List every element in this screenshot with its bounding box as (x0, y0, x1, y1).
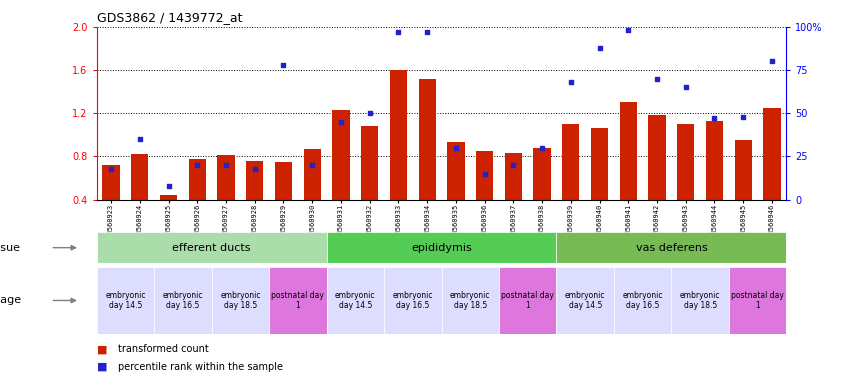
Text: embryonic
day 14.5: embryonic day 14.5 (335, 291, 376, 310)
Bar (246, 161, 263, 200)
Text: embryonic
day 18.5: embryonic day 18.5 (680, 291, 721, 310)
Point (334, 119, 347, 125)
Bar (361, 126, 378, 200)
Point (708, 115, 722, 121)
Text: embryonic
day 18.5: embryonic day 18.5 (220, 291, 261, 310)
Bar (677, 124, 695, 200)
Text: postnatal day
1: postnatal day 1 (731, 291, 784, 310)
Bar (734, 140, 752, 200)
Text: postnatal day
1: postnatal day 1 (272, 291, 325, 310)
Point (478, 170, 491, 177)
Text: percentile rank within the sample: percentile rank within the sample (118, 362, 283, 372)
Point (363, 110, 377, 116)
Point (104, 166, 118, 172)
Point (506, 162, 520, 168)
Bar (217, 156, 235, 200)
Bar (476, 151, 493, 200)
Bar (447, 142, 464, 200)
Text: efferent ducts: efferent ducts (172, 243, 251, 253)
Bar (154, 267, 212, 334)
Bar (620, 103, 637, 200)
Point (305, 162, 319, 168)
Point (593, 45, 606, 51)
Text: transformed count: transformed count (118, 344, 209, 354)
Bar (764, 108, 780, 200)
Bar (505, 153, 522, 200)
Point (621, 27, 635, 33)
Bar (269, 267, 326, 334)
Point (650, 76, 664, 82)
Bar (97, 267, 154, 334)
Bar (419, 79, 436, 200)
Point (248, 166, 262, 172)
Bar (160, 195, 177, 200)
Text: embryonic
day 14.5: embryonic day 14.5 (105, 291, 145, 310)
Point (392, 29, 405, 35)
Point (161, 183, 175, 189)
Text: GDS3862 / 1439772_at: GDS3862 / 1439772_at (97, 11, 242, 24)
Point (420, 29, 434, 35)
Point (737, 114, 750, 120)
Bar (384, 267, 442, 334)
Bar (557, 267, 614, 334)
Bar (614, 267, 671, 334)
Text: embryonic
day 18.5: embryonic day 18.5 (450, 291, 490, 310)
Text: postnatal day
1: postnatal day 1 (501, 291, 554, 310)
Point (765, 58, 779, 65)
Text: embryonic
day 16.5: embryonic day 16.5 (162, 291, 204, 310)
Bar (648, 116, 665, 200)
Point (449, 145, 463, 151)
Point (133, 136, 146, 142)
Bar (591, 128, 608, 200)
Bar (326, 267, 384, 334)
Text: vas deferens: vas deferens (636, 243, 707, 253)
Text: embryonic
day 16.5: embryonic day 16.5 (393, 291, 433, 310)
Bar (103, 165, 119, 200)
Bar (188, 159, 206, 200)
Text: ■: ■ (97, 344, 107, 354)
Bar (729, 267, 786, 334)
Point (191, 162, 204, 168)
Text: ■: ■ (97, 362, 107, 372)
Text: epididymis: epididymis (411, 243, 472, 253)
Point (536, 145, 549, 151)
Bar (332, 110, 350, 200)
Point (564, 79, 578, 85)
Bar (304, 149, 320, 200)
Text: tissue: tissue (0, 243, 21, 253)
Bar (499, 267, 557, 334)
Text: embryonic
day 16.5: embryonic day 16.5 (622, 291, 663, 310)
Bar (212, 267, 269, 334)
Bar (389, 70, 407, 200)
Bar (275, 162, 292, 200)
Bar (131, 154, 148, 200)
Bar (562, 124, 579, 200)
Bar (326, 232, 557, 263)
Text: embryonic
day 14.5: embryonic day 14.5 (565, 291, 606, 310)
Point (277, 62, 290, 68)
Bar (671, 267, 729, 334)
Bar (442, 267, 499, 334)
Point (220, 162, 233, 168)
Bar (97, 232, 326, 263)
Text: development stage: development stage (0, 295, 21, 306)
Bar (557, 232, 786, 263)
Bar (706, 121, 723, 200)
Point (679, 84, 692, 91)
Bar (533, 148, 551, 200)
